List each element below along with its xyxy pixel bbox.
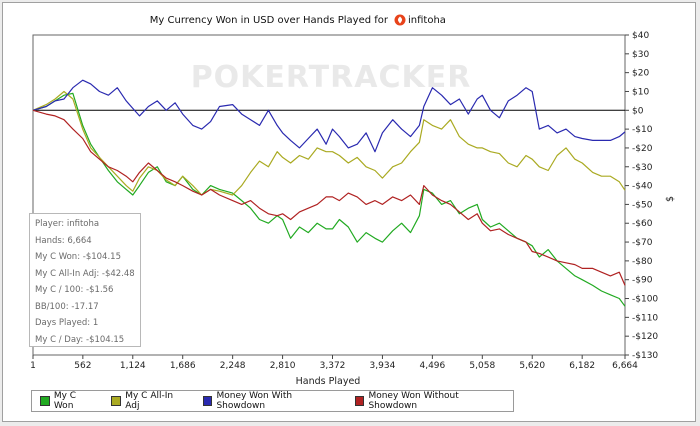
legend-swatch-all-in-adj bbox=[111, 396, 122, 406]
chart-frame: My Currency Won in USD over Hands Played… bbox=[2, 2, 696, 422]
x-tick-label: 6,664 bbox=[612, 361, 638, 371]
x-tick-label: 5,058 bbox=[469, 361, 495, 371]
stat-won: My C Won: -$104.15 bbox=[35, 252, 121, 262]
player-stats-box: Player: infitoha Hands: 6,664 My C Won: … bbox=[29, 213, 141, 347]
x-tick-label: 4,496 bbox=[419, 361, 445, 371]
x-tick-label: 5,620 bbox=[519, 361, 545, 371]
poker-chip-icon bbox=[394, 14, 406, 26]
x-tick-label: 562 bbox=[74, 361, 91, 371]
y-axis-title: $ bbox=[665, 196, 676, 202]
legend-swatch-with-showdown bbox=[202, 396, 213, 406]
y-tick-label: -$20 bbox=[632, 144, 653, 154]
y-tick-label: -$50 bbox=[632, 200, 653, 210]
y-tick-label: $30 bbox=[632, 50, 649, 60]
x-tick-label: 1 bbox=[30, 361, 36, 371]
stat-bb-100: BB/100: -17.17 bbox=[35, 301, 99, 312]
stat-hands: Hands: 6,664 bbox=[35, 235, 92, 246]
x-axis-title: Hands Played bbox=[296, 376, 361, 387]
chart-title-group: My Currency Won in USD over Hands Played… bbox=[150, 14, 446, 26]
legend-label-without-showdown: Money Won Without Showdown bbox=[368, 391, 459, 411]
y-tick-label: -$120 bbox=[632, 332, 658, 342]
series-group bbox=[32, 79, 626, 307]
legend-swatch-without-showdown bbox=[354, 396, 365, 406]
x-tick-label: 2,810 bbox=[270, 361, 296, 371]
stat-player: Player: infitoha bbox=[35, 219, 100, 229]
legend-item-without-showdown[interactable]: Money Won Without Showdown bbox=[354, 391, 507, 411]
legend: My C Won My C All-In Adj Money Won With … bbox=[31, 390, 514, 412]
legend-swatch-my-c-won bbox=[40, 396, 50, 406]
series-line-1 bbox=[32, 90, 626, 196]
y-tick-label: $0 bbox=[632, 106, 644, 116]
y-tick-label: -$80 bbox=[632, 257, 653, 267]
series-line-0 bbox=[32, 92, 626, 307]
y-tick-label: -$90 bbox=[632, 276, 653, 286]
legend-label-with-showdown: Money Won With Showdown bbox=[216, 391, 293, 411]
x-tick-label: 2,248 bbox=[220, 361, 246, 371]
legend-label-my-c-won: My C Won bbox=[53, 391, 77, 411]
y-tick-label: $10 bbox=[632, 87, 649, 97]
legend-label-all-in-adj: My C All-In Adj bbox=[125, 391, 174, 411]
x-tick-label: 3,372 bbox=[320, 361, 346, 371]
stat-per-100: My C / 100: -$1.56 bbox=[35, 285, 114, 295]
x-axis-ticks: 1 562 1,124 1,686 2,248 2,810 3,372 3,934 4,496 5… bbox=[30, 355, 638, 371]
legend-item-all-in-adj[interactable]: My C All-In Adj bbox=[111, 391, 188, 411]
chart-title-player: infitoha bbox=[408, 15, 446, 26]
legend-item-my-c-won[interactable]: My C Won bbox=[40, 391, 97, 411]
y-tick-label: $40 bbox=[632, 31, 649, 41]
series-line-3 bbox=[32, 109, 626, 286]
chart-title: My Currency Won in USD over Hands Played… bbox=[150, 15, 389, 26]
pokertracker-watermark: POKERTRACKER bbox=[191, 60, 472, 95]
x-tick-label: 1,686 bbox=[170, 361, 196, 371]
x-tick-label: 1,124 bbox=[120, 361, 146, 371]
y-tick-label: -$10 bbox=[632, 125, 653, 135]
y-tick-label: -$40 bbox=[632, 182, 653, 192]
y-tick-label: -$110 bbox=[632, 313, 658, 323]
y-tick-label: -$130 bbox=[632, 351, 658, 361]
y-tick-label: -$60 bbox=[632, 219, 653, 229]
series-line-2 bbox=[32, 79, 626, 153]
y-tick-label: -$70 bbox=[632, 238, 653, 248]
stat-per-day: My C / Day: -$104.15 bbox=[35, 334, 125, 345]
y-tick-label: -$30 bbox=[632, 163, 653, 173]
y-tick-label: $20 bbox=[632, 69, 649, 79]
x-tick-label: 6,182 bbox=[569, 361, 595, 371]
stat-days-played: Days Played: 1 bbox=[35, 318, 99, 328]
x-tick-label: 3,934 bbox=[370, 361, 396, 371]
chart-canvas: My Currency Won in USD over Hands Played… bbox=[30, 14, 676, 387]
stat-allin-adj: My C All-In Adj: -$42.48 bbox=[35, 268, 135, 279]
legend-item-with-showdown[interactable]: Money Won With Showdown bbox=[202, 391, 341, 411]
y-tick-label: -$100 bbox=[632, 295, 658, 305]
y-axis-ticks: $40 $30 $20 $10 $0 -$10 -$20 -$30 -$40 -$50 -$60 -$… bbox=[625, 31, 658, 361]
